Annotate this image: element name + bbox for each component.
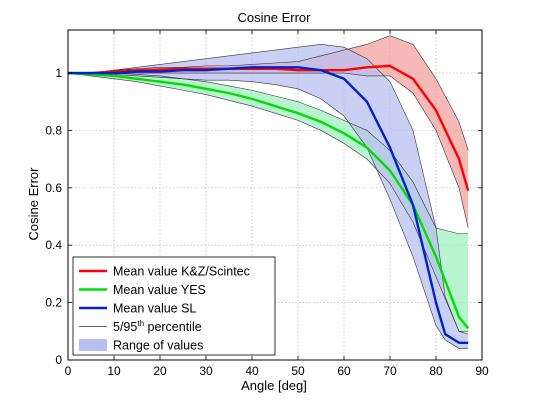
x-tick-label: 0 [65, 364, 72, 378]
legend-label: Mean value SL [113, 302, 196, 316]
x-tick-label: 20 [153, 364, 167, 378]
percentile-line-upper-1 [68, 72, 469, 235]
percentile-line-upper-2 [68, 44, 469, 335]
percentile-line-lower-2 [68, 72, 469, 349]
range-band-2 [68, 44, 469, 349]
y-tick-label: 0.4 [45, 238, 62, 252]
legend-label-rest: percentile [144, 320, 202, 334]
x-tick-label: 90 [475, 364, 489, 378]
percentile-line-lower-0 [68, 72, 469, 229]
legend-label: Mean value K&Z/Scintec [113, 265, 250, 279]
y-tick-label: 0.6 [45, 181, 62, 195]
axes-frame [67, 29, 483, 361]
series-line-0 [68, 64, 470, 192]
percentile-line-lower-1 [67, 72, 469, 332]
x-tick-label: 60 [337, 364, 351, 378]
y-tick-label: 0.8 [45, 123, 62, 137]
x-axis-label: Angle [deg] [241, 378, 307, 393]
legend-label: Mean value YES [113, 283, 206, 297]
legend-box [72, 256, 276, 356]
x-tick-label: 10 [107, 364, 121, 378]
legend-label: 5/95th percentile [113, 319, 202, 334]
legend-label: Range of values [113, 339, 203, 353]
legend: Mean value K&Z/Scintec Mean value YES Mean… [72, 256, 276, 356]
x-tick-label: 30 [199, 364, 213, 378]
chart-title: Cosine Error [238, 10, 312, 25]
percentile-line-upper-0 [68, 35, 469, 151]
series-line-2 [68, 66, 469, 344]
y-tick-label: 0.2 [45, 296, 62, 310]
x-tick-label: 50 [291, 364, 305, 378]
y-axis-label: Cosine Error [26, 167, 41, 241]
x-tick-label: 70 [383, 364, 397, 378]
x-tick-label: 40 [245, 364, 259, 378]
y-tick-label: 1 [55, 66, 62, 80]
legend-swatch-patch [79, 339, 107, 351]
x-tick-label: 80 [429, 364, 443, 378]
legend-label-superscript: th [137, 319, 144, 328]
y-tick-label: 0 [55, 353, 62, 367]
legend-label-main: 5/95 [113, 320, 137, 334]
